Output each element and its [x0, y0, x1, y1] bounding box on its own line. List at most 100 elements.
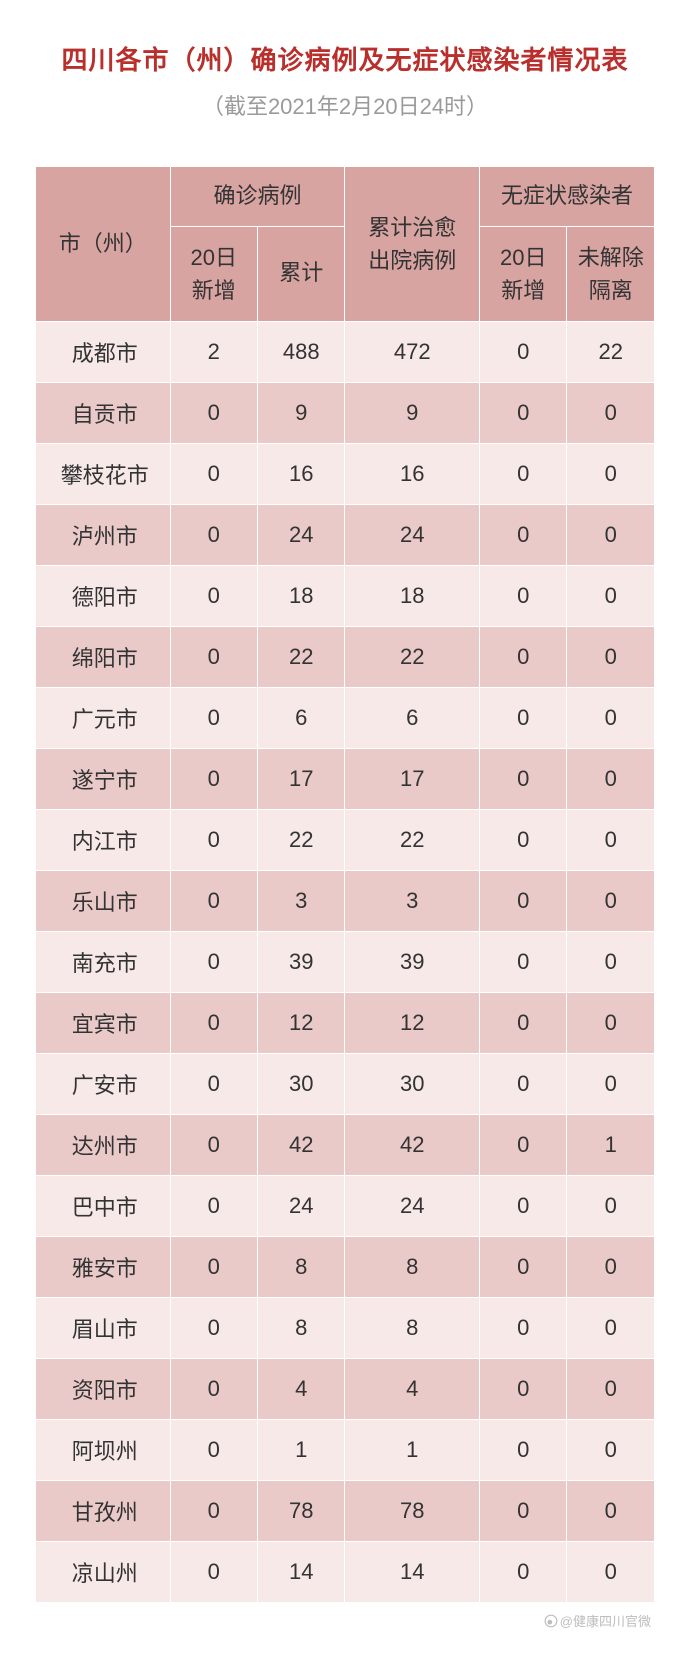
cell-city: 广安市 — [36, 1053, 171, 1114]
cell-new: 0 — [170, 565, 257, 626]
cell-total: 14 — [258, 1541, 345, 1602]
table-row: 阿坝州01100 — [36, 1419, 655, 1480]
cell-new: 0 — [170, 382, 257, 443]
cell-city: 宜宾市 — [36, 992, 171, 1053]
cell-total: 9 — [258, 382, 345, 443]
cell-total: 39 — [258, 931, 345, 992]
cell-aiso: 0 — [567, 1236, 655, 1297]
cell-aiso: 0 — [567, 748, 655, 809]
table-row: 内江市0222200 — [36, 809, 655, 870]
cell-city: 达州市 — [36, 1114, 171, 1175]
cell-cured: 9 — [345, 382, 480, 443]
col-header-confirmed-total: 累计 — [258, 226, 345, 321]
cell-new: 0 — [170, 809, 257, 870]
cell-city: 巴中市 — [36, 1175, 171, 1236]
col-header-confirmed-new: 20日新增 — [170, 226, 257, 321]
cell-new: 0 — [170, 1541, 257, 1602]
cell-total: 18 — [258, 565, 345, 626]
cell-anew: 0 — [480, 321, 567, 382]
table-row: 广安市0303000 — [36, 1053, 655, 1114]
cell-new: 2 — [170, 321, 257, 382]
cell-total: 3 — [258, 870, 345, 931]
cell-cured: 24 — [345, 1175, 480, 1236]
table-row: 达州市0424201 — [36, 1114, 655, 1175]
cell-aiso: 0 — [567, 565, 655, 626]
table-row: 宜宾市0121200 — [36, 992, 655, 1053]
cell-city: 眉山市 — [36, 1297, 171, 1358]
cell-cured: 39 — [345, 931, 480, 992]
cell-new: 0 — [170, 687, 257, 748]
table-row: 甘孜州0787800 — [36, 1480, 655, 1541]
col-header-city: 市（州） — [36, 167, 171, 322]
table-row: 泸州市0242400 — [36, 504, 655, 565]
cell-city: 雅安市 — [36, 1236, 171, 1297]
cell-anew: 0 — [480, 626, 567, 687]
cell-new: 0 — [170, 1480, 257, 1541]
cell-city: 内江市 — [36, 809, 171, 870]
cell-new: 0 — [170, 443, 257, 504]
cell-cured: 4 — [345, 1358, 480, 1419]
cell-cured: 22 — [345, 626, 480, 687]
cell-aiso: 0 — [567, 1480, 655, 1541]
credit-line: @健康四川官微 — [35, 1611, 655, 1631]
table-row: 成都市2488472022 — [36, 321, 655, 382]
cell-anew: 0 — [480, 1114, 567, 1175]
cell-city: 遂宁市 — [36, 748, 171, 809]
table-row: 绵阳市0222200 — [36, 626, 655, 687]
cases-table: 市（州） 确诊病例 累计治愈出院病例 无症状感染者 20日新增 累计 20日新增… — [35, 166, 655, 1603]
cell-aiso: 0 — [567, 809, 655, 870]
col-header-asymptomatic-group: 无症状感染者 — [480, 167, 655, 227]
cell-new: 0 — [170, 504, 257, 565]
table-row: 资阳市04400 — [36, 1358, 655, 1419]
cell-total: 22 — [258, 626, 345, 687]
table-row: 自贡市09900 — [36, 382, 655, 443]
col-header-asymptomatic-new: 20日新增 — [480, 226, 567, 321]
cell-cured: 16 — [345, 443, 480, 504]
cell-cured: 12 — [345, 992, 480, 1053]
cell-total: 78 — [258, 1480, 345, 1541]
cell-city: 凉山州 — [36, 1541, 171, 1602]
col-header-confirmed-group: 确诊病例 — [170, 167, 345, 227]
weibo-icon — [544, 1614, 558, 1631]
cell-anew: 0 — [480, 1541, 567, 1602]
cell-cured: 30 — [345, 1053, 480, 1114]
cell-new: 0 — [170, 870, 257, 931]
cell-aiso: 0 — [567, 504, 655, 565]
cell-total: 42 — [258, 1114, 345, 1175]
cell-anew: 0 — [480, 809, 567, 870]
cell-cured: 42 — [345, 1114, 480, 1175]
cell-anew: 0 — [480, 443, 567, 504]
cell-anew: 0 — [480, 992, 567, 1053]
cell-total: 8 — [258, 1297, 345, 1358]
cell-aiso: 1 — [567, 1114, 655, 1175]
cell-anew: 0 — [480, 565, 567, 626]
cell-cured: 24 — [345, 504, 480, 565]
cell-aiso: 0 — [567, 1541, 655, 1602]
page-subtitle: （截至2021年2月20日24时） — [35, 89, 655, 121]
cell-total: 24 — [258, 1175, 345, 1236]
cell-aiso: 0 — [567, 1175, 655, 1236]
cell-new: 0 — [170, 1419, 257, 1480]
table-body: 成都市2488472022自贡市09900攀枝花市0161600泸州市02424… — [36, 321, 655, 1602]
cell-aiso: 0 — [567, 443, 655, 504]
table-row: 遂宁市0171700 — [36, 748, 655, 809]
cell-total: 12 — [258, 992, 345, 1053]
cell-new: 0 — [170, 1236, 257, 1297]
cell-total: 4 — [258, 1358, 345, 1419]
cell-anew: 0 — [480, 1175, 567, 1236]
cell-new: 0 — [170, 1297, 257, 1358]
cell-city: 成都市 — [36, 321, 171, 382]
cell-city: 乐山市 — [36, 870, 171, 931]
col-header-cured: 累计治愈出院病例 — [345, 167, 480, 322]
cell-aiso: 0 — [567, 931, 655, 992]
cell-total: 16 — [258, 443, 345, 504]
cell-city: 泸州市 — [36, 504, 171, 565]
cell-total: 8 — [258, 1236, 345, 1297]
cell-new: 0 — [170, 626, 257, 687]
cell-cured: 1 — [345, 1419, 480, 1480]
cell-aiso: 0 — [567, 1297, 655, 1358]
cell-anew: 0 — [480, 748, 567, 809]
cell-city: 绵阳市 — [36, 626, 171, 687]
cell-aiso: 0 — [567, 382, 655, 443]
table-row: 凉山州0141400 — [36, 1541, 655, 1602]
